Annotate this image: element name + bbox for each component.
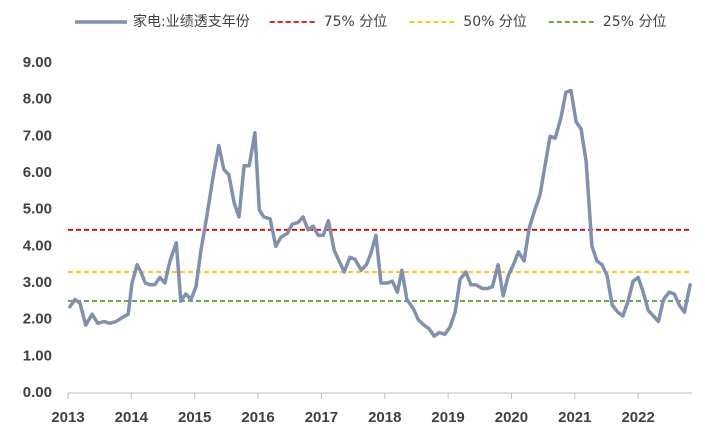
y-tick-label: 3.00: [23, 274, 52, 291]
x-tick-label: 2022: [621, 409, 654, 426]
legend-label: 家电:业绩透支年份: [133, 13, 250, 30]
x-tick-label: 2020: [495, 409, 528, 426]
y-tick-label: 9.00: [23, 54, 52, 71]
y-tick-label: 2.00: [23, 311, 52, 328]
y-tick-label: 4.00: [23, 237, 52, 254]
legend-label: 25% 分位: [603, 14, 667, 30]
x-tick-label: 2014: [115, 409, 149, 426]
legend-label: 50% 分位: [463, 14, 527, 30]
x-tick-label: 2021: [558, 409, 591, 426]
y-tick-label: 6.00: [23, 164, 52, 181]
data-line: [68, 88, 692, 338]
x-tick-label: 2015: [178, 409, 211, 426]
y-tick-label: 5.00: [23, 201, 52, 218]
y-tick-label: 7.00: [23, 127, 52, 144]
x-tick-label: 2016: [241, 409, 274, 426]
y-tick-label: 1.00: [23, 347, 52, 364]
y-tick-label: 8.00: [23, 91, 52, 108]
x-tick-label: 2013: [51, 409, 84, 426]
x-tick-label: 2018: [368, 409, 401, 426]
x-tick-label: 2017: [305, 409, 338, 426]
x-tick-label: 2019: [431, 409, 464, 426]
y-tick-label: 0.00: [23, 384, 52, 401]
legend-label: 75% 分位: [324, 14, 388, 30]
